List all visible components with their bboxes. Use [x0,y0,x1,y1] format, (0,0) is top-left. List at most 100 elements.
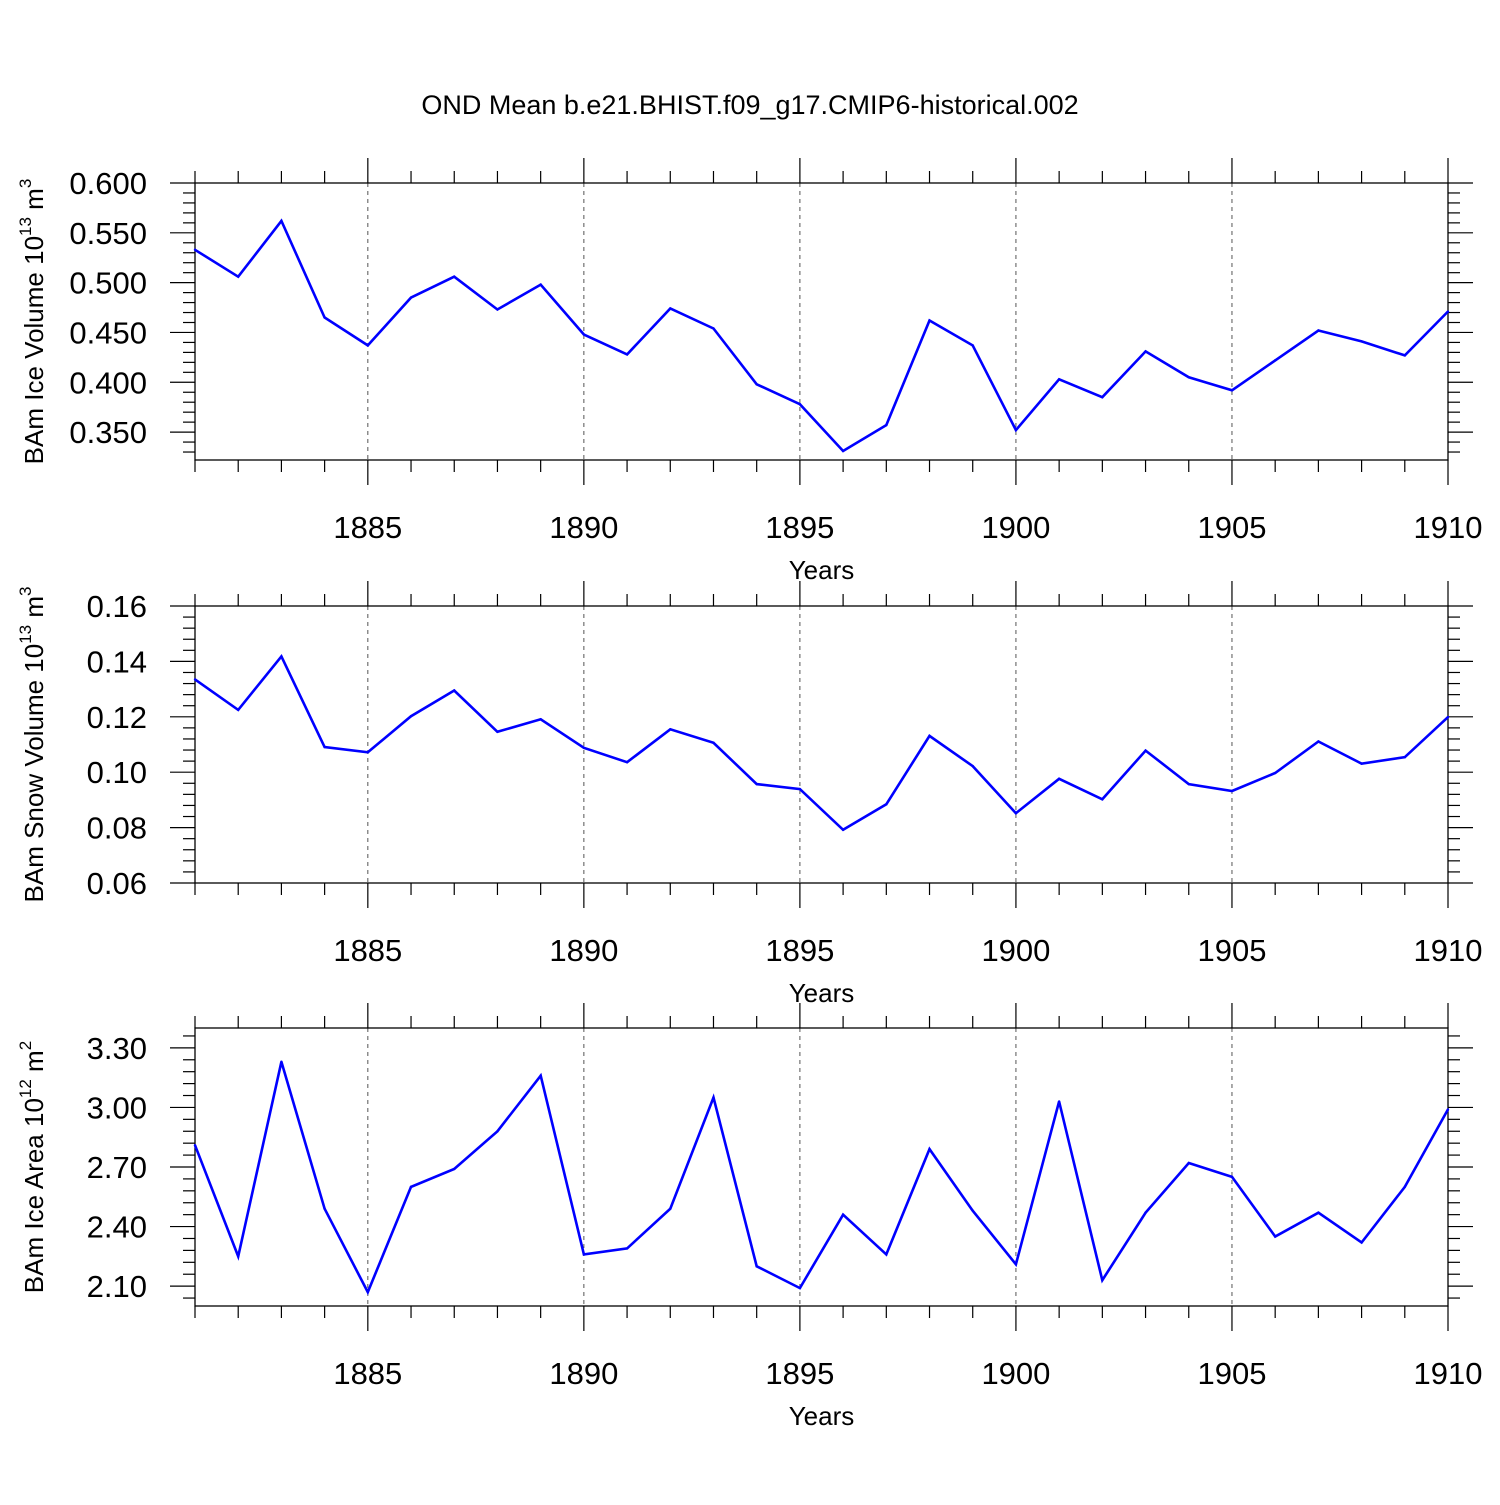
data-point [366,344,370,347]
data-point [971,1209,974,1212]
x-tick-label: 1905 [1197,933,1266,968]
y-tick-label: 2.10 [87,1269,147,1304]
panel-3: 2.10 2.40 2.70 3.00 3.30 1885 1890 1895 1900 1905… [16,1003,1482,1431]
data-point [1360,1241,1363,1244]
y-axis-label-part: 12 [16,1079,35,1098]
data-point [1230,789,1234,793]
data-point [280,655,283,658]
data-point [323,1207,326,1210]
x-tick-label: 1900 [981,510,1050,545]
data-point [625,761,629,764]
x-tick-label: 1895 [765,933,834,968]
data-point [885,1253,888,1256]
data-point [1446,310,1450,313]
data-point [582,746,586,750]
data-point [1144,1211,1147,1214]
data-point [1187,376,1190,379]
data-point [1230,1175,1234,1179]
x-tick-label: 1905 [1197,510,1266,545]
y-tick-label: 0.500 [69,266,147,301]
data-point [1317,1211,1320,1214]
data-point [496,1130,499,1133]
data-point [237,275,240,278]
data-point [496,730,499,733]
data-point [755,383,758,386]
y-tick-label: 0.400 [69,365,147,400]
data-point [1403,756,1406,759]
data-point [1446,1108,1450,1111]
data-point [798,787,802,791]
data-point [409,296,413,299]
data-point [1360,762,1363,765]
data-point [539,1074,542,1077]
y-axis-label: BAm Ice Volume 1013 m3 [16,179,49,465]
data-point [409,715,413,718]
data-point [1273,1235,1277,1238]
data-point [669,728,672,731]
data-point [323,745,326,749]
data-point [193,678,197,681]
x-tick-label: 1885 [333,510,402,545]
data-point [755,782,758,786]
data-point [496,308,499,311]
data-point [1101,1278,1104,1282]
data-point [712,327,715,330]
data-point [1057,1100,1061,1103]
plot-frame [194,1027,1449,1307]
data-point [539,718,542,721]
y-axis-label-part: BAm Ice Area 10 [19,1098,49,1293]
data-point [1187,1161,1190,1165]
data-point [1317,329,1320,332]
series-line [194,653,1449,832]
y-axis-label-part: m [19,1050,49,1079]
data-point [798,403,802,406]
data-point [409,1185,413,1189]
y-tick-label: 0.14 [87,644,147,679]
x-tick-label: 1890 [549,510,618,545]
plot-frame [194,605,1449,884]
data-point [1101,396,1104,399]
y-tick-label: 2.70 [87,1150,147,1185]
y-axis-label-part: BAm Ice Volume 10 [19,236,49,464]
y-tick-label: 0.350 [69,415,147,450]
series-line [194,218,1449,453]
data-point [928,319,931,322]
x-axis-label: Years [789,978,855,1008]
data-point [669,1207,672,1210]
data-point [841,828,845,832]
y-tick-label: 2.40 [87,1210,147,1245]
data-point [841,1213,845,1216]
data-point [755,1265,758,1268]
y-tick-label: 0.06 [87,866,147,901]
data-point [798,1286,802,1290]
data-point [669,307,672,310]
data-point [280,1060,283,1063]
data-point [712,741,715,745]
y-axis-label-part: 13 [16,625,35,644]
figure-title: OND Mean b.e21.BHIST.f09_g17.CMIP6-histo… [421,90,1079,120]
data-point [1360,340,1363,343]
data-point [1403,354,1406,357]
x-tick-label: 1895 [765,1356,834,1391]
data-point [193,248,197,251]
data-point [237,1255,240,1258]
y-axis-label-part: m [19,188,49,217]
data-point [453,1167,456,1171]
y-tick-label: 3.30 [87,1031,147,1066]
data-point [1144,749,1147,752]
data-point [453,689,456,692]
data-point [928,1147,931,1151]
y-tick-label: 0.10 [87,755,147,790]
x-axis-label: Years [789,555,855,585]
y-axis-label-part: 3 [16,587,35,596]
x-tick-label: 1890 [549,1356,618,1391]
y-axis-label-part: BAm Snow Volume 10 [19,644,49,903]
data-point [1014,811,1018,815]
x-tick-label: 1900 [981,933,1050,968]
y-tick-label: 0.12 [87,700,147,735]
x-tick-label: 1895 [765,510,834,545]
panel-2: 0.06 0.08 0.10 0.12 0.14 0.16 1885 1890 1895 1900… [16,581,1482,1008]
data-point [366,751,370,754]
